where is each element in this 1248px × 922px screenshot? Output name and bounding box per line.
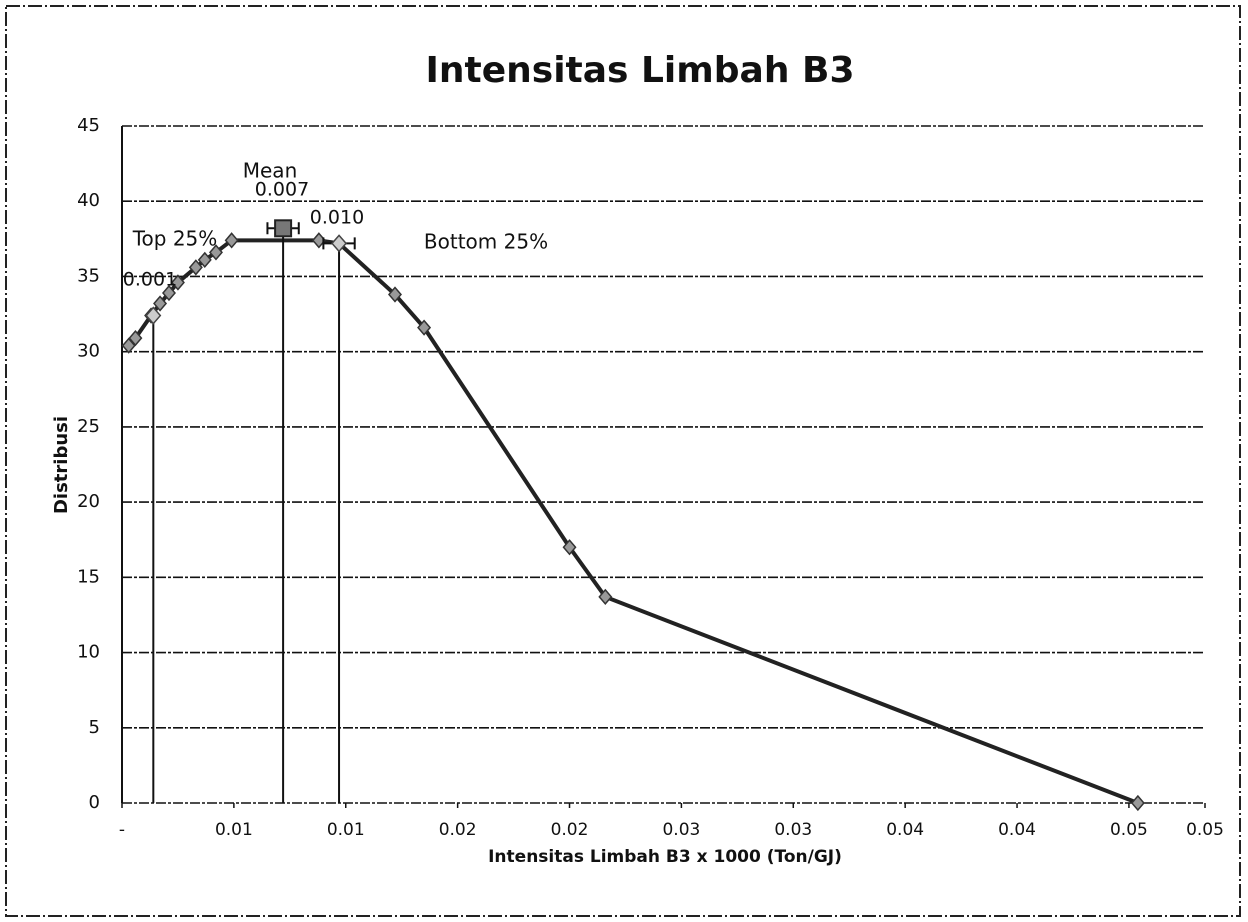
chart-border <box>5 5 1241 917</box>
data-point <box>170 274 185 291</box>
x-tick-label: 0.04 <box>998 820 1036 840</box>
marker-label: Bottom 25% <box>424 230 548 254</box>
y-tick-label: 20 <box>77 491 100 512</box>
quantile-marker <box>145 306 162 325</box>
data-point <box>224 232 239 249</box>
y-tick-label: 35 <box>77 265 100 286</box>
y-tick-label: 5 <box>89 717 100 738</box>
data-point <box>208 244 223 261</box>
marker-value-label: 0.001 <box>123 269 177 291</box>
x-tick-label: 0.03 <box>662 820 700 840</box>
x-tick-label: 0.01 <box>327 820 365 840</box>
data-point <box>388 286 402 303</box>
y-axis-label: Distribusi <box>51 416 72 514</box>
y-tick-label: 10 <box>77 642 100 663</box>
data-point <box>162 284 176 302</box>
data-point <box>598 588 613 606</box>
x-tick-label: - <box>119 820 125 840</box>
data-line <box>127 238 1139 805</box>
mean-marker <box>274 219 293 238</box>
y-tick-label: 45 <box>77 115 100 136</box>
data-point <box>417 319 432 336</box>
data-point <box>121 337 136 354</box>
x-tick-label: 0.05 <box>1110 820 1148 840</box>
data-point <box>188 259 203 276</box>
x-tick-label: 0.03 <box>774 820 812 840</box>
marker-label: Mean <box>243 159 298 183</box>
data-point <box>153 295 168 312</box>
y-tick-label: 40 <box>77 190 100 211</box>
x-tick-label: 0.02 <box>551 820 589 840</box>
data-point <box>128 329 143 347</box>
data-point <box>197 251 212 269</box>
x-tick-label: 0.01 <box>215 820 253 840</box>
marker-value-label: 0.010 <box>310 207 364 229</box>
marker-label: Top 25% <box>132 227 218 251</box>
data-point <box>562 539 577 556</box>
y-tick-label: 25 <box>77 416 100 437</box>
y-tick-label: 30 <box>77 341 100 362</box>
y-tick-label: 0 <box>89 792 100 813</box>
marker-value-label: 0.007 <box>255 179 309 201</box>
quantile-marker <box>331 234 348 253</box>
data-point <box>1130 794 1145 812</box>
y-tick-label: 15 <box>77 566 100 587</box>
chart-title: Intensitas Limbah B3 <box>425 50 854 91</box>
x-tick-label: 0.04 <box>886 820 924 840</box>
x-tick-label: 0.05 <box>1186 820 1224 840</box>
x-tick-label: 0.02 <box>439 820 477 840</box>
x-axis-label: Intensitas Limbah B3 x 1000 (Ton/GJ) <box>488 847 842 867</box>
